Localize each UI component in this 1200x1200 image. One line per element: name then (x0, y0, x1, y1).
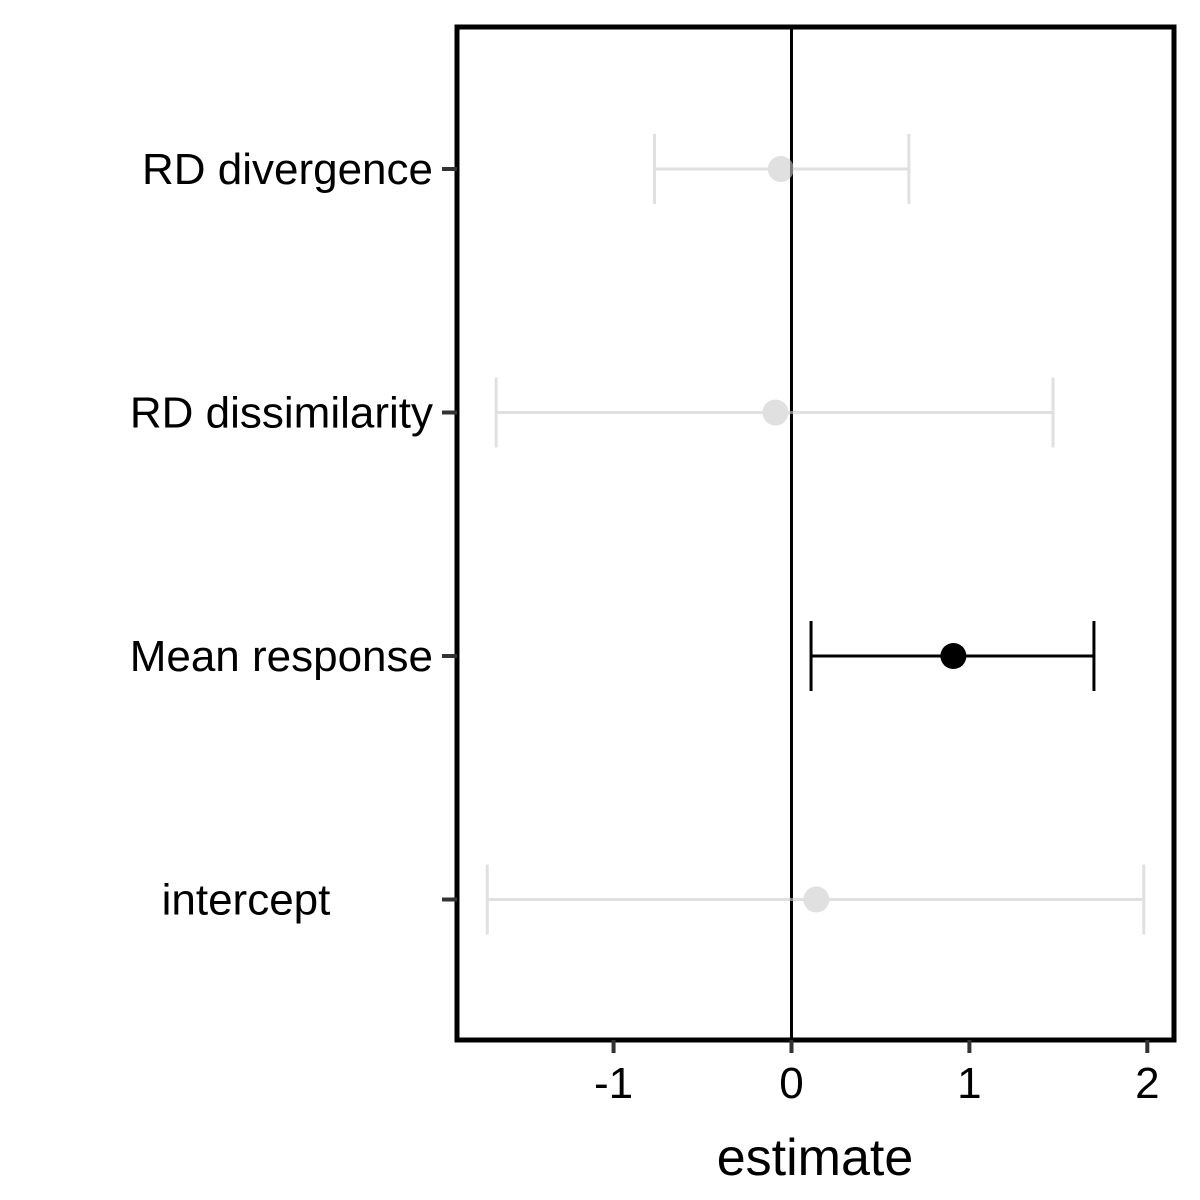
y-tick-label: RD divergence (142, 145, 433, 194)
estimate-point (803, 886, 830, 913)
point-group (809, 621, 1096, 691)
y-tick-label: Mean response (130, 632, 433, 681)
x-tick-label: 1 (957, 1059, 981, 1108)
estimate-point (940, 643, 967, 669)
x-tick-label: 2 (1135, 1059, 1159, 1108)
point-group (494, 377, 1055, 448)
x-axis: -1 0 1 2 (594, 1040, 1160, 1108)
estimate-point (767, 156, 794, 182)
y-axis: RD divergence RD dissimilarity Mean respon… (130, 145, 457, 925)
y-tick-label: RD dissimilarity (130, 389, 433, 438)
x-tick-label: 0 (779, 1059, 803, 1108)
point-group (652, 134, 911, 204)
x-tick-label: -1 (594, 1059, 633, 1108)
y-tick-label: intercept (162, 876, 331, 925)
point-group (485, 864, 1146, 935)
estimate-point (762, 399, 789, 426)
plot-marks (485, 27, 1146, 1040)
x-axis-label: estimate (717, 1129, 914, 1187)
plot-panel-border (454, 24, 1177, 1043)
